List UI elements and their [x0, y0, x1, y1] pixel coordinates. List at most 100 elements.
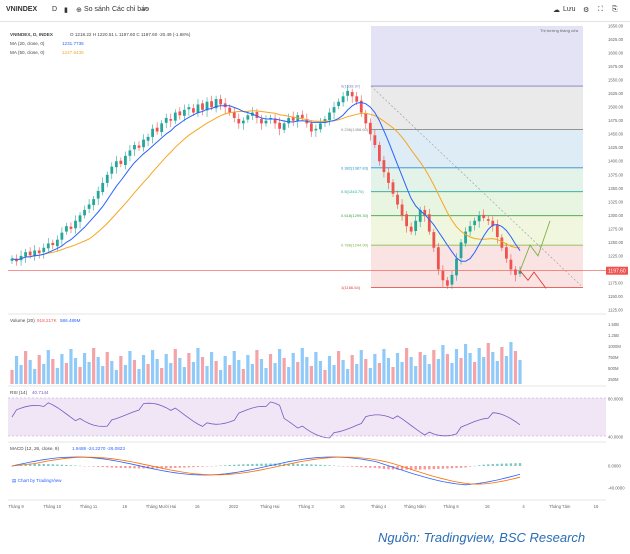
- macd-hist-bar: [455, 466, 458, 468]
- volume-label[interactable]: Volume (20): [10, 318, 35, 323]
- time-tick-label: Tháng 9: [8, 504, 24, 509]
- candle-body: [350, 91, 354, 97]
- candle-type-icon[interactable]: ▮: [64, 7, 68, 14]
- toolbar: VNINDEX D ▮ ⊕ So sánh Các chỉ báo ↶ ☁ Lư…: [0, 0, 630, 22]
- macd-label[interactable]: MACD (12, 26, close, 9): [10, 446, 60, 451]
- volume-tick-label: 500M: [608, 366, 619, 371]
- candle-body: [409, 226, 413, 232]
- price-tick-label: 1525.00: [608, 91, 624, 96]
- macd-hist-bar: [477, 465, 481, 466]
- volume-bar: [110, 361, 114, 384]
- candle-body: [300, 114, 304, 118]
- macd-hist-bar: [142, 466, 145, 469]
- candle-body: [368, 122, 372, 135]
- indicators-button[interactable]: Các chỉ báo: [112, 6, 149, 13]
- macd-hist-bar: [74, 465, 77, 466]
- candle-body: [74, 220, 77, 229]
- cloud-icon[interactable]: ☁: [553, 7, 560, 14]
- macd-hist-bar: [242, 464, 245, 466]
- candle-body: [260, 119, 263, 124]
- price-tick-label: 1500.00: [608, 105, 624, 110]
- candle-body: [164, 117, 168, 123]
- volume-bar: [250, 364, 254, 384]
- candle-body: [473, 220, 477, 226]
- undo-icon[interactable]: ↶: [142, 7, 148, 14]
- fullscreen-icon[interactable]: ⛶: [598, 6, 603, 13]
- volume-bar: [209, 352, 214, 384]
- source-caption: Nguồn: Tradingview, BSC Research: [378, 530, 586, 545]
- volume-bar: [241, 369, 245, 384]
- volume-bar: [405, 348, 409, 384]
- volume-bar: [432, 350, 436, 384]
- candle-body: [187, 107, 191, 110]
- volume-bar: [268, 354, 273, 384]
- time-tick-label: 16: [594, 504, 599, 509]
- volume-bar: [87, 362, 91, 384]
- candle-body: [427, 214, 431, 232]
- macd-hist-bar: [165, 466, 168, 469]
- candle-body: [114, 161, 118, 168]
- price-chart[interactable]: 0(1538.97) 0.236(1458.60) 0.382(1387.83) 0.…: [0, 22, 630, 522]
- volume-bar: [513, 351, 518, 384]
- settings-icon[interactable]: ⚙: [583, 7, 590, 14]
- macd-hist-bar: [396, 466, 399, 470]
- volume-bar: [463, 344, 468, 384]
- tradingview-watermark[interactable]: ▤ Chart by TradingView: [12, 478, 61, 484]
- fib-zone: [371, 167, 583, 192]
- volume-bar: [445, 354, 450, 384]
- candle-body: [364, 113, 368, 124]
- candle-body: [273, 118, 277, 124]
- candle-body: [500, 237, 504, 248]
- ma20-line: [11, 101, 521, 262]
- price-axis: 1650.00 1625.00 1600.00 1575.00 1550.00 1525.…: [608, 24, 624, 313]
- volume-bar: [491, 352, 495, 384]
- candle-body: [255, 112, 259, 118]
- bullish-projection: [519, 220, 551, 271]
- macd-hist-bar: [133, 466, 136, 469]
- legend-ma50-label[interactable]: MA (50, close, 0): [10, 50, 45, 55]
- macd-signal: [11, 456, 521, 485]
- macd-hist-bar: [233, 464, 236, 466]
- time-tick-label: 16: [195, 504, 200, 509]
- volume-bar: [132, 360, 137, 384]
- compare-icon[interactable]: ⊕: [76, 7, 82, 14]
- candle-body: [205, 101, 209, 111]
- macd-tick-label: -40.0000: [608, 486, 625, 491]
- volume-bar: [391, 367, 395, 384]
- macd-hist-bar: [178, 466, 182, 468]
- price-tick-label: 1150.00: [608, 294, 623, 299]
- price-tick-label: 1400.00: [608, 159, 624, 164]
- compare-button[interactable]: So sánh: [84, 6, 110, 13]
- rsi-label[interactable]: RSI (14): [10, 390, 28, 395]
- macd-hist-bar: [323, 465, 327, 466]
- candle-body: [446, 280, 449, 286]
- macd-hist-bar: [223, 465, 227, 466]
- candle-body: [246, 115, 250, 120]
- save-button[interactable]: Lưu: [563, 6, 576, 13]
- interval-selector[interactable]: D: [52, 6, 58, 13]
- rsi-axis: 80.0000 40.0000: [608, 397, 624, 440]
- camera-icon[interactable]: ⎘: [612, 6, 618, 13]
- macd-hist-bar: [360, 466, 363, 468]
- volume-tick-label: 1000M: [608, 344, 621, 349]
- macd-hist-bar: [137, 466, 141, 469]
- candle-body: [482, 214, 486, 219]
- candle-body: [287, 117, 291, 124]
- macd-hist-bar: [369, 466, 372, 468]
- volume-bar: [359, 350, 363, 384]
- macd-hist-bar: [255, 463, 259, 466]
- macd-hist-bar: [518, 463, 522, 466]
- candle-body: [96, 190, 100, 199]
- time-tick-label: Tháng Hai: [260, 504, 279, 509]
- volume-bar: [377, 363, 381, 384]
- volume-bar: [382, 349, 386, 384]
- macd-tick-label: 0.0000: [608, 464, 621, 469]
- legend-ma20-label[interactable]: MA (20, close, 0): [10, 41, 45, 46]
- macd-hist-bar: [128, 466, 132, 469]
- symbol-search[interactable]: VNINDEX: [6, 6, 38, 13]
- candle-body: [459, 242, 463, 259]
- candle-body: [83, 209, 86, 216]
- time-tick-label: 16: [485, 504, 490, 509]
- fib-level-label: 0.618(1299.30): [341, 213, 369, 218]
- volume-bar: [436, 359, 440, 384]
